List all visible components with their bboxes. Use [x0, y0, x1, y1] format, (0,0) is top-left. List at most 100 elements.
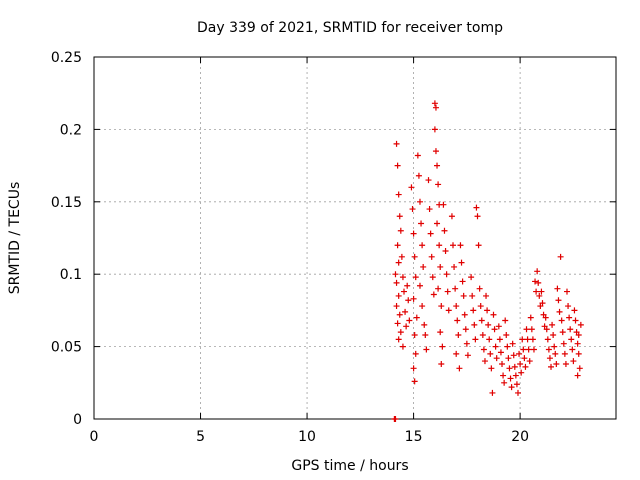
data-point: [434, 162, 441, 169]
data-point: [459, 278, 466, 285]
data-point: [426, 206, 433, 213]
data-point: [396, 311, 403, 318]
y-axis-label: SRMTID / TECUs: [7, 182, 23, 295]
data-point: [431, 126, 438, 133]
data-point: [576, 365, 583, 372]
data-point: [435, 181, 442, 188]
data-point: [451, 263, 458, 270]
data-point: [476, 285, 483, 292]
data-point: [535, 279, 542, 286]
data-point: [538, 288, 545, 295]
data-point: [554, 285, 561, 292]
data-point: [434, 220, 441, 227]
data-point: [406, 317, 413, 324]
data-point: [484, 307, 491, 314]
data-point: [532, 278, 539, 285]
x-tick-label: 0: [90, 429, 99, 445]
data-point: [445, 307, 452, 314]
data-point: [556, 308, 563, 315]
y-tick-label: 0.25: [51, 50, 82, 66]
data-point: [443, 271, 450, 278]
data-point: [395, 292, 402, 299]
data-point: [394, 242, 401, 249]
data-point: [491, 326, 498, 333]
data-point: [442, 248, 449, 255]
data-point: [545, 346, 552, 353]
data-point: [403, 323, 410, 330]
plot-frame: [93, 56, 617, 420]
data-point: [402, 308, 409, 315]
data-point: [453, 303, 460, 310]
x-tick-label: 15: [405, 429, 423, 445]
y-tick-label: 0.1: [60, 267, 82, 283]
data-point: [395, 259, 402, 266]
data-point: [425, 177, 432, 184]
data-point: [448, 213, 455, 220]
data-point: [478, 317, 485, 324]
data-point: [570, 358, 577, 365]
data-point: [408, 184, 415, 191]
data-point: [548, 363, 555, 370]
data-point: [435, 285, 442, 292]
data-point: [412, 274, 419, 281]
data-point: [472, 336, 479, 343]
data-point: [497, 349, 504, 356]
data-point: [483, 292, 490, 299]
data-point: [419, 303, 426, 310]
data-point: [432, 104, 439, 111]
data-point: [543, 326, 550, 333]
data-point: [490, 311, 497, 318]
data-point: [546, 355, 553, 362]
data-point: [427, 230, 434, 237]
data-point: [422, 332, 429, 339]
data-point: [495, 323, 502, 330]
data-point: [452, 285, 459, 292]
data-point: [393, 303, 400, 310]
x-axis-label: GPS time / hours: [291, 458, 408, 474]
data-point: [511, 363, 518, 370]
data-point: [492, 343, 499, 350]
data-point: [503, 332, 510, 339]
data-point: [455, 332, 462, 339]
data-point: [504, 343, 511, 350]
data-point: [485, 321, 492, 328]
data-point: [412, 350, 419, 357]
data-point: [420, 263, 427, 270]
data-point: [539, 300, 546, 307]
data-point: [437, 263, 444, 270]
data-point: [394, 162, 401, 169]
data-point: [397, 227, 404, 234]
data-point: [393, 140, 400, 147]
data-point: [507, 375, 514, 382]
data-point: [563, 288, 570, 295]
data-point: [475, 242, 482, 249]
data-point: [558, 317, 565, 324]
data-point: [464, 352, 471, 359]
data-point: [416, 282, 423, 289]
data-point: [415, 172, 422, 179]
data-point: [568, 336, 575, 343]
x-tick-label: 5: [196, 429, 205, 445]
data-point: [405, 297, 412, 304]
data-point: [429, 274, 436, 281]
data-point: [549, 321, 556, 328]
data-point: [527, 314, 534, 321]
data-point: [577, 321, 584, 328]
data-point: [513, 381, 520, 388]
data-point: [474, 213, 481, 220]
data-point: [550, 332, 557, 339]
data-point: [488, 365, 495, 372]
data-point: [399, 274, 406, 281]
x-tick-label: 10: [298, 429, 316, 445]
data-point: [509, 340, 516, 347]
data-point: [487, 350, 494, 357]
data-point: [499, 360, 506, 367]
data-point: [450, 242, 457, 249]
data-point: [423, 346, 430, 353]
data-point: [394, 320, 401, 327]
data-point: [534, 268, 541, 275]
data-point: [502, 317, 509, 324]
data-point: [519, 336, 526, 343]
data-point: [410, 295, 417, 302]
